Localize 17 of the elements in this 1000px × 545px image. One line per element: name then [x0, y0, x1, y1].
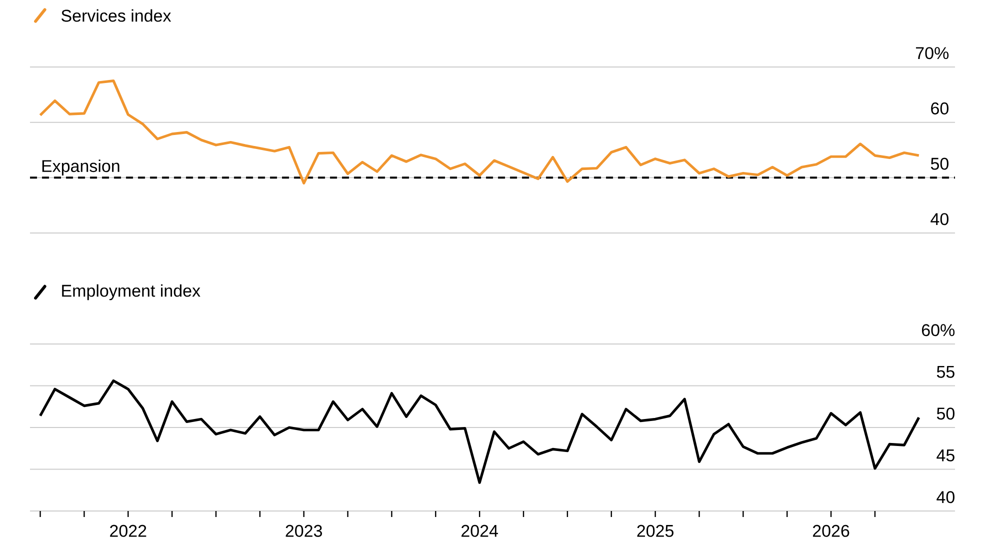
y-tick-label: 70% — [916, 47, 949, 60]
y-tick-label: 40 — [936, 491, 954, 504]
x-tick-label: 2025 — [637, 524, 674, 537]
y-tick-label: 45 — [936, 450, 954, 462]
y-tick-label: 50 — [936, 408, 954, 420]
legend-label: Employment index — [62, 284, 200, 300]
y-tick-label: 55 — [936, 366, 954, 378]
legend-label: Services index — [61, 9, 172, 22]
ref-line-label: Expansion — [42, 160, 120, 176]
y-tick-label: 60% — [922, 324, 955, 336]
y-tick-label: 60 — [931, 102, 948, 114]
x-tick-label: 2022 — [110, 524, 146, 537]
x-tick-label: 2026 — [812, 524, 850, 537]
x-tick-label: 2023 — [286, 524, 322, 537]
y-tick-label: 40 — [930, 213, 948, 226]
y-tick-label: 50 — [930, 158, 948, 170]
x-tick-label: 2024 — [462, 524, 498, 537]
